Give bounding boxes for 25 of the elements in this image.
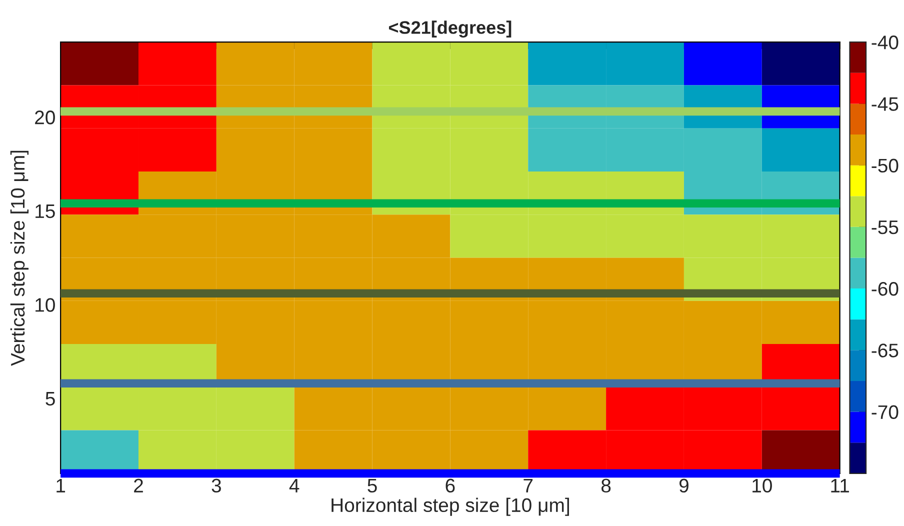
x-axis-title: Horizontal step size [10 μm] <box>332 498 569 516</box>
x-tick-label: 3 <box>212 478 221 493</box>
x-tick-label: 7 <box>524 478 533 492</box>
color-bar-label: -45 <box>872 97 898 111</box>
color-bar-label: -55 <box>872 220 898 234</box>
y-tick-label: 20 <box>35 110 55 124</box>
x-tick-label: 9 <box>679 478 688 493</box>
color-bar-label: -65 <box>872 344 898 358</box>
x-tick-label: 6 <box>446 478 455 493</box>
x-tick-label: 5 <box>368 478 377 493</box>
y-axis-title: Vertical step size [10 μm] <box>10 150 29 366</box>
x-tick-label: 4 <box>289 478 300 492</box>
x-tick-label: 10 <box>752 478 772 493</box>
color-bar-label: -60 <box>872 282 898 296</box>
x-tick-label: 1 <box>56 478 66 492</box>
x-tick-label: 8 <box>601 478 611 493</box>
x-tick-label: 11 <box>831 478 849 492</box>
color-bar-label: -50 <box>872 158 898 173</box>
y-tick-label: 15 <box>36 204 55 218</box>
x-tick-label: 2 <box>134 478 143 492</box>
color-bar-label: -40 <box>872 36 898 50</box>
y-tick-label: 5 <box>46 392 55 406</box>
y-tick-label: 10 <box>36 298 55 312</box>
color-bar-label: -70 <box>872 405 898 420</box>
chart-title: <S21[degrees] <box>388 20 512 38</box>
